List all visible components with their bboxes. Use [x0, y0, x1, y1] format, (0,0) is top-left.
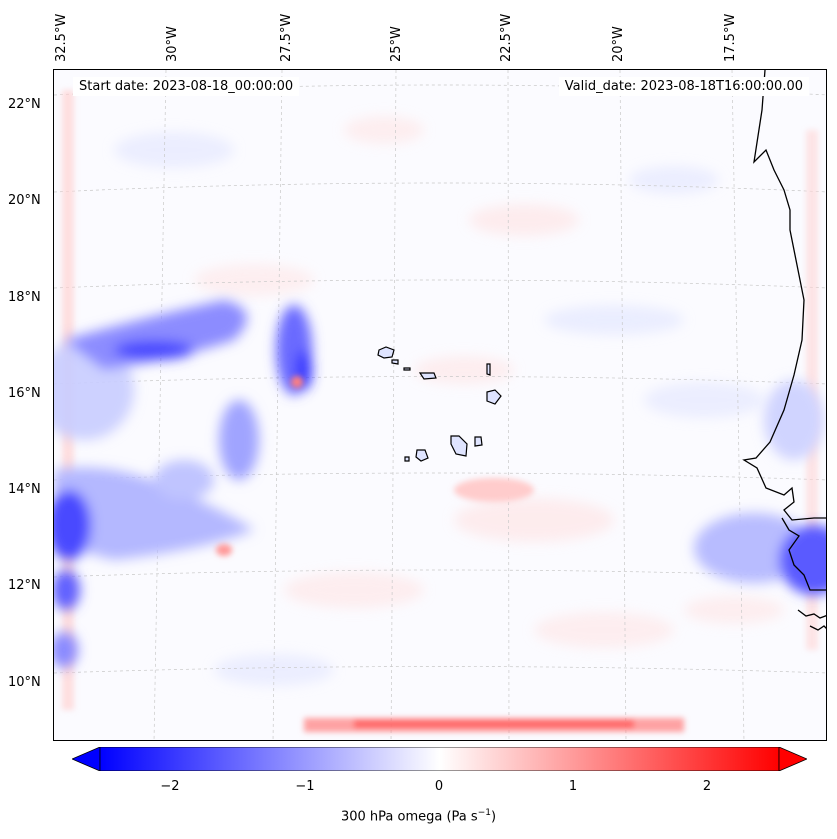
- lat-label-16n: 16°N: [8, 386, 41, 401]
- lat-label-20n: 20°N: [8, 193, 41, 208]
- ascent-regions: [54, 300, 826, 668]
- lon-label-30w: 30°W: [165, 26, 180, 62]
- lon-label-32.5w: 32.5°W: [54, 13, 69, 62]
- lat-label-12n: 12°N: [8, 578, 41, 593]
- omega-colorbar: [72, 747, 807, 771]
- lon-label-22.5w: 22.5°W: [499, 13, 514, 62]
- colorbar-units: Pa s: [451, 809, 478, 825]
- african-coastline: [742, 70, 826, 631]
- colorbar-title: 300 hPa omega (Pa s−1): [340, 808, 497, 825]
- lat-label-10n: 10°N: [8, 675, 41, 690]
- valid-date-label: Valid_date: 2023-08-18T16:00:00.00: [558, 77, 809, 96]
- background-pattern: [114, 116, 784, 686]
- lat-label-14n: 14°N: [8, 482, 41, 497]
- colorbar-tick-label: 1: [568, 779, 578, 794]
- colorbar-high-extend: [778, 747, 807, 771]
- lon-label-20w: 20°W: [611, 26, 626, 62]
- colorbar-tick-label: −2: [160, 779, 180, 794]
- colorbar-units-exponent: −1: [477, 808, 491, 818]
- colorbar-tick-label: 2: [702, 779, 712, 794]
- start-date-label: Start date: 2023-08-18_00:00:00: [73, 77, 300, 96]
- lon-label-27.5w: 27.5°W: [279, 13, 294, 62]
- cape-verde-islands: [377, 346, 502, 462]
- colorbar-variable: 300 hPa omega: [340, 809, 443, 825]
- descent-regions: [216, 376, 534, 556]
- lon-label-25w: 25°W: [389, 26, 404, 62]
- lon-label-17.5w: 17.5°W: [723, 13, 738, 62]
- colorbar-tick-label: 0: [434, 779, 444, 794]
- map-panel: Start date: 2023-08-18_00:00:00 Valid_da…: [53, 69, 827, 741]
- omega-field-map: [54, 70, 826, 740]
- colorbar-gradient: [99, 747, 780, 771]
- lat-label-18n: 18°N: [8, 290, 41, 305]
- colorbar-tick-label: −1: [295, 779, 315, 794]
- colorbar-low-extend: [72, 747, 101, 771]
- lat-label-22n: 22°N: [8, 97, 41, 112]
